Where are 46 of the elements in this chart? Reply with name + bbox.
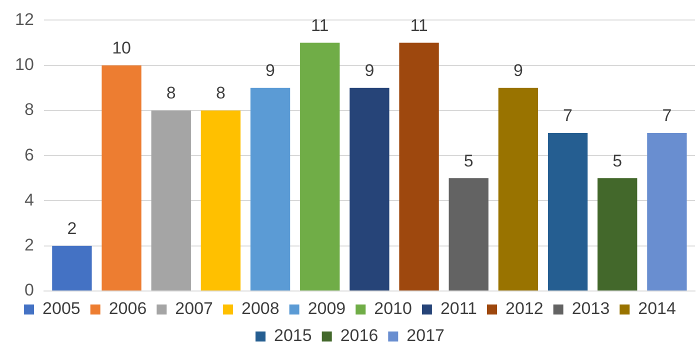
- legend-label: 2005: [42, 299, 80, 318]
- y-tick-label: 0: [24, 280, 34, 300]
- data-label: 2: [67, 219, 77, 238]
- data-label: 11: [410, 16, 428, 35]
- bar: [647, 133, 687, 290]
- legend-label: 2010: [374, 299, 412, 318]
- legend-label: 2015: [274, 326, 312, 346]
- legend-label: 2009: [308, 299, 346, 318]
- legend-label: 2008: [241, 299, 280, 318]
- bar: [102, 65, 142, 290]
- y-tick-label: 2: [24, 236, 34, 255]
- bar: [598, 178, 638, 290]
- data-label: 11: [311, 16, 329, 35]
- data-label: 8: [216, 84, 226, 103]
- bar: [399, 42, 439, 290]
- bar: [498, 88, 538, 290]
- y-tick-label: 6: [24, 145, 34, 164]
- legend-label: 2007: [175, 299, 214, 318]
- data-label: 5: [612, 151, 622, 170]
- bar: [448, 178, 488, 290]
- legend-label: 2014: [638, 299, 676, 318]
- data-label: 9: [513, 61, 523, 80]
- data-label: 10: [112, 38, 131, 58]
- data-label: 9: [364, 61, 374, 80]
- legend-label: 2012: [506, 299, 544, 318]
- bar: [250, 88, 290, 290]
- y-tick-label: 12: [14, 10, 34, 29]
- legend-label: 2013: [572, 299, 610, 318]
- data-label: 9: [266, 61, 276, 80]
- bar: [350, 88, 390, 290]
- data-label: 8: [166, 84, 176, 103]
- data-label: 7: [563, 106, 573, 126]
- data-label: 5: [464, 151, 474, 170]
- bar: [52, 246, 92, 290]
- y-tick-label: 8: [24, 100, 34, 120]
- bar: [151, 110, 191, 290]
- y-tick-label: 10: [14, 55, 34, 74]
- y-tick-label: 4: [24, 190, 34, 210]
- bar: [548, 133, 588, 290]
- legend-label: 2006: [108, 299, 147, 318]
- legend-label: 2011: [440, 299, 478, 318]
- bar: [200, 110, 241, 290]
- bar: [300, 42, 340, 290]
- legend-label: 2017: [406, 326, 444, 346]
- legend-label: 2016: [340, 326, 378, 346]
- data-label: 7: [662, 106, 672, 126]
